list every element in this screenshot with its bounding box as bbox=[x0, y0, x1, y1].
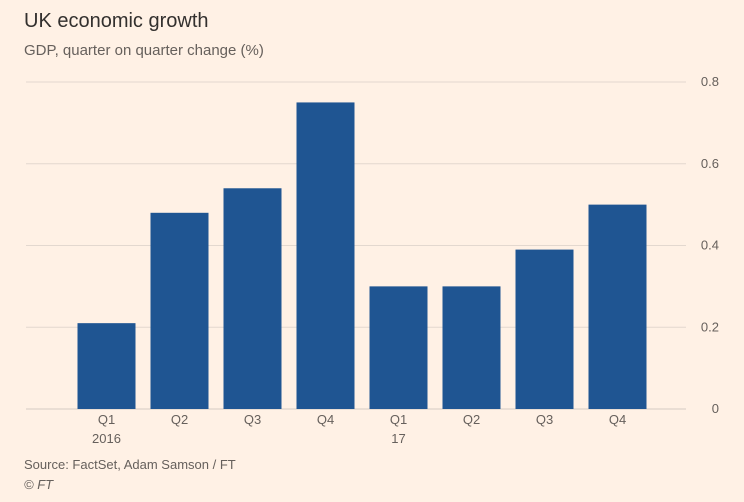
gridlines bbox=[26, 81, 686, 410]
x-tick-label: Q3 bbox=[244, 412, 261, 427]
y-axis-ticks: 0 0.2 0.4 0.6 0.8 bbox=[701, 74, 719, 416]
bar bbox=[150, 212, 209, 409]
x-tick-year-label: 2016 bbox=[92, 431, 121, 446]
x-tick-label: Q3 bbox=[536, 412, 553, 427]
x-tick-label: Q1 bbox=[98, 412, 115, 427]
x-tick-label: Q4 bbox=[609, 412, 626, 427]
x-tick-label: Q2 bbox=[463, 412, 480, 427]
bar bbox=[223, 188, 282, 409]
chart-subtitle: GDP, quarter on quarter change (%) bbox=[24, 42, 264, 59]
copyright-note: © FT bbox=[24, 477, 54, 492]
chart-title: UK economic growth bbox=[24, 10, 209, 32]
x-tick-label: Q4 bbox=[317, 412, 334, 427]
x-tick-label: Q2 bbox=[171, 412, 188, 427]
y-tick-label: 0.4 bbox=[701, 238, 719, 253]
x-axis-ticks: Q1 2016 Q2 Q3 Q4 Q1 17 Q2 Q3 Q4 bbox=[92, 412, 626, 446]
bar bbox=[442, 286, 501, 409]
bar bbox=[588, 204, 647, 409]
bar bbox=[77, 323, 136, 409]
y-tick-label: 0 bbox=[712, 401, 719, 416]
y-tick-label: 0.8 bbox=[701, 74, 719, 89]
bar bbox=[296, 102, 355, 409]
x-tick-label: Q1 bbox=[390, 412, 407, 427]
y-tick-label: 0.2 bbox=[701, 319, 719, 334]
bar bbox=[369, 286, 428, 409]
bars bbox=[77, 102, 647, 409]
bar bbox=[515, 249, 574, 409]
source-note: Source: FactSet, Adam Samson / FT bbox=[24, 457, 236, 472]
x-tick-year-label: 17 bbox=[391, 431, 405, 446]
y-tick-label: 0.6 bbox=[701, 156, 719, 171]
